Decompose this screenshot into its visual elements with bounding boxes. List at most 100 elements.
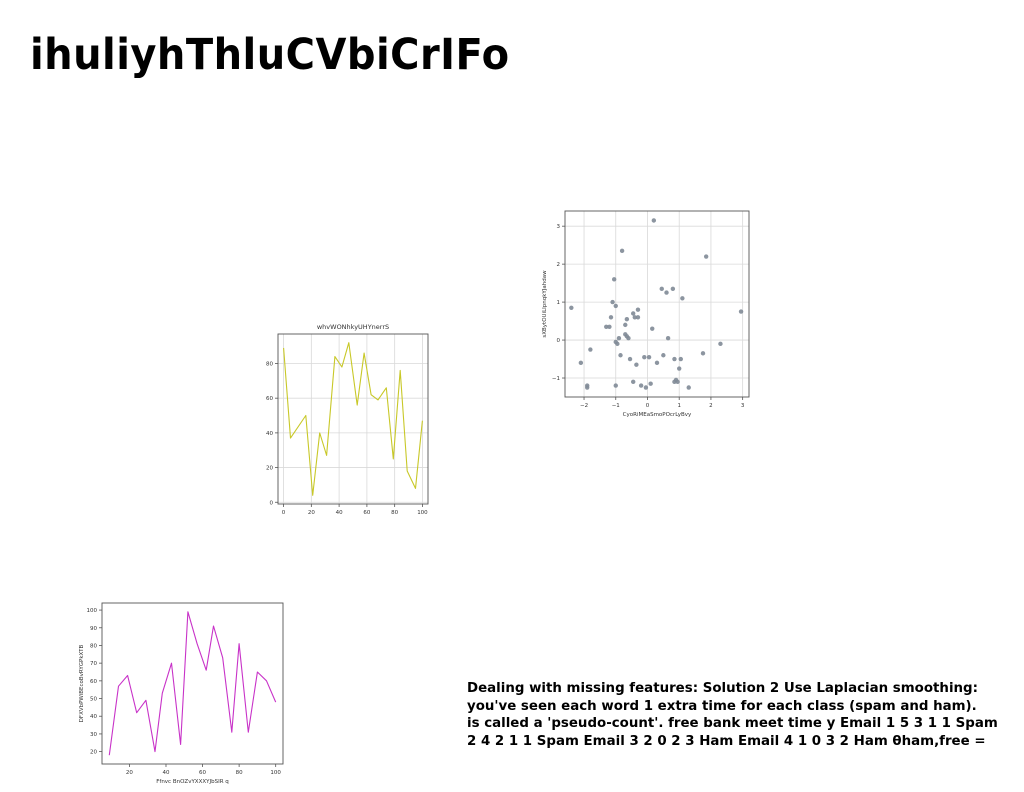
scatter-point bbox=[634, 362, 639, 367]
scatter-point bbox=[611, 277, 617, 282]
scatter-point bbox=[608, 315, 614, 320]
line-vertex bbox=[196, 642, 198, 644]
scatter-point bbox=[623, 322, 628, 328]
scatter-point bbox=[718, 341, 723, 347]
scatter-point bbox=[664, 290, 669, 295]
scatter-point bbox=[585, 383, 590, 388]
x-tick-label: 60 bbox=[199, 770, 206, 776]
x-tick-label: 0 bbox=[646, 403, 650, 409]
line-vertex bbox=[256, 671, 258, 673]
line-vertex bbox=[247, 731, 249, 733]
y-tick-label: 3 bbox=[557, 224, 561, 230]
y-tick-label: 40 bbox=[90, 714, 97, 720]
scatter-point bbox=[654, 360, 660, 366]
plot-frame bbox=[564, 210, 750, 398]
scatter-point bbox=[661, 353, 666, 358]
x-tick-label: 60 bbox=[363, 510, 370, 516]
x-tick-label: 40 bbox=[162, 770, 169, 776]
line-vertex bbox=[325, 454, 327, 456]
scatter-point bbox=[635, 307, 641, 312]
line-vertex bbox=[238, 642, 240, 644]
scatter-point bbox=[670, 286, 676, 292]
y-tick-label: 90 bbox=[90, 626, 97, 632]
y-tick-label: 60 bbox=[90, 679, 97, 685]
line-vertex bbox=[334, 355, 336, 357]
series-line bbox=[283, 342, 423, 496]
y-tick-label: −1 bbox=[552, 376, 560, 382]
scatter-point bbox=[635, 315, 641, 320]
line-vertex bbox=[221, 657, 223, 659]
line-vertex bbox=[282, 347, 284, 349]
line-vertex bbox=[161, 692, 163, 694]
x-tick-label: 3 bbox=[741, 403, 745, 409]
y-tick-label: 2 bbox=[557, 262, 561, 268]
line-vertex bbox=[385, 387, 387, 389]
line-yellow-svg: 0 20 40 60 80 100 0 20 40 60 80 whvWONhkyUHYnerrS bbox=[266, 323, 429, 516]
y-tick-label: 20 bbox=[90, 750, 97, 756]
line-vertex bbox=[154, 750, 156, 752]
scatter-point bbox=[623, 332, 628, 337]
x-tick-label: 80 bbox=[236, 770, 243, 776]
scatter-point bbox=[648, 381, 653, 386]
slide-title: ihuliyhThluCVbiCrIFo bbox=[30, 30, 510, 80]
line-vertex bbox=[363, 352, 365, 354]
line-vertex bbox=[414, 487, 416, 489]
y-tick-label: 70 bbox=[90, 661, 97, 667]
y-tick-label: 80 bbox=[266, 361, 273, 367]
scatter-point bbox=[677, 366, 682, 371]
y-tick-label: 50 bbox=[90, 697, 97, 703]
scatter-point bbox=[626, 335, 631, 341]
line-vertex bbox=[187, 611, 189, 613]
scatter-point bbox=[650, 326, 655, 331]
plot-frame bbox=[101, 602, 284, 765]
plot-frame bbox=[277, 333, 429, 505]
line-vertex bbox=[205, 669, 207, 671]
line-vertex bbox=[312, 494, 314, 496]
line-vertex bbox=[231, 731, 233, 733]
line-vertex bbox=[212, 625, 214, 627]
scatter-point bbox=[578, 360, 584, 366]
line-vertex bbox=[421, 420, 423, 422]
scatter-point bbox=[627, 356, 633, 362]
y-tick-label: 60 bbox=[266, 396, 273, 402]
scatter-point bbox=[624, 316, 630, 322]
scatter-point bbox=[738, 309, 744, 314]
scatter-point bbox=[646, 354, 652, 360]
line-vertex bbox=[170, 662, 172, 664]
y-tick-label: 0 bbox=[557, 338, 561, 344]
scatter-point bbox=[672, 356, 677, 362]
scatter-gray-svg: −2 −1 0 1 2 3 −1 0 1 2 3 CyoRiMEaSmoPOcrLyBvy sXBytO… bbox=[542, 210, 750, 418]
x-tick-label: −2 bbox=[580, 403, 588, 409]
scatter-point bbox=[680, 296, 685, 301]
line-vertex bbox=[179, 743, 181, 745]
scatter-point bbox=[638, 383, 644, 388]
scatter-point bbox=[613, 303, 618, 309]
scatter-point bbox=[678, 356, 683, 362]
scatter-point bbox=[675, 379, 680, 385]
y-tick-label: 30 bbox=[90, 732, 97, 738]
scatter-point bbox=[610, 299, 615, 305]
y-axis-label: DFXVbPWiBEcoBvRYGPkXTB bbox=[79, 644, 85, 722]
x-tick-label: 2 bbox=[709, 403, 713, 409]
scatter-point bbox=[632, 315, 637, 320]
y-tick-label: 20 bbox=[266, 466, 273, 472]
y-tick-label: 0 bbox=[270, 500, 274, 506]
slide-body-text: Dealing with missing features: Solution … bbox=[467, 680, 998, 749]
y-tick-label: 80 bbox=[90, 643, 97, 649]
scatter-point bbox=[631, 311, 636, 316]
x-tick-label: 40 bbox=[336, 510, 343, 516]
line-vertex bbox=[392, 458, 394, 460]
scatter-point bbox=[651, 218, 657, 223]
line-chart-purple: 20 40 60 80 100 20 30 40 50 60 70 80 90 100 Ffnvc BnOZ… bbox=[76, 598, 288, 788]
series-line bbox=[108, 611, 277, 756]
line-vertex bbox=[406, 470, 408, 472]
scatter-point bbox=[686, 385, 691, 390]
x-tick-label: 80 bbox=[391, 510, 398, 516]
line-vertex bbox=[377, 399, 379, 401]
scatter-point bbox=[588, 347, 593, 352]
y-tick-label: 1 bbox=[557, 300, 561, 306]
scatter-point bbox=[665, 335, 671, 341]
scatter-point bbox=[643, 385, 649, 390]
scatter-point bbox=[604, 324, 609, 329]
line-purple-svg: 20 40 60 80 100 20 30 40 50 60 70 80 90 100 Ffnvc BnOZ… bbox=[79, 602, 284, 785]
